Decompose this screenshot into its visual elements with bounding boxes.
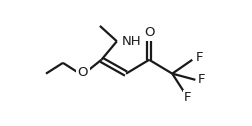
- Text: F: F: [184, 91, 192, 104]
- Text: NH: NH: [121, 35, 141, 48]
- Text: F: F: [195, 51, 203, 64]
- Text: F: F: [198, 73, 205, 86]
- Text: O: O: [78, 66, 88, 79]
- Text: O: O: [144, 26, 154, 39]
